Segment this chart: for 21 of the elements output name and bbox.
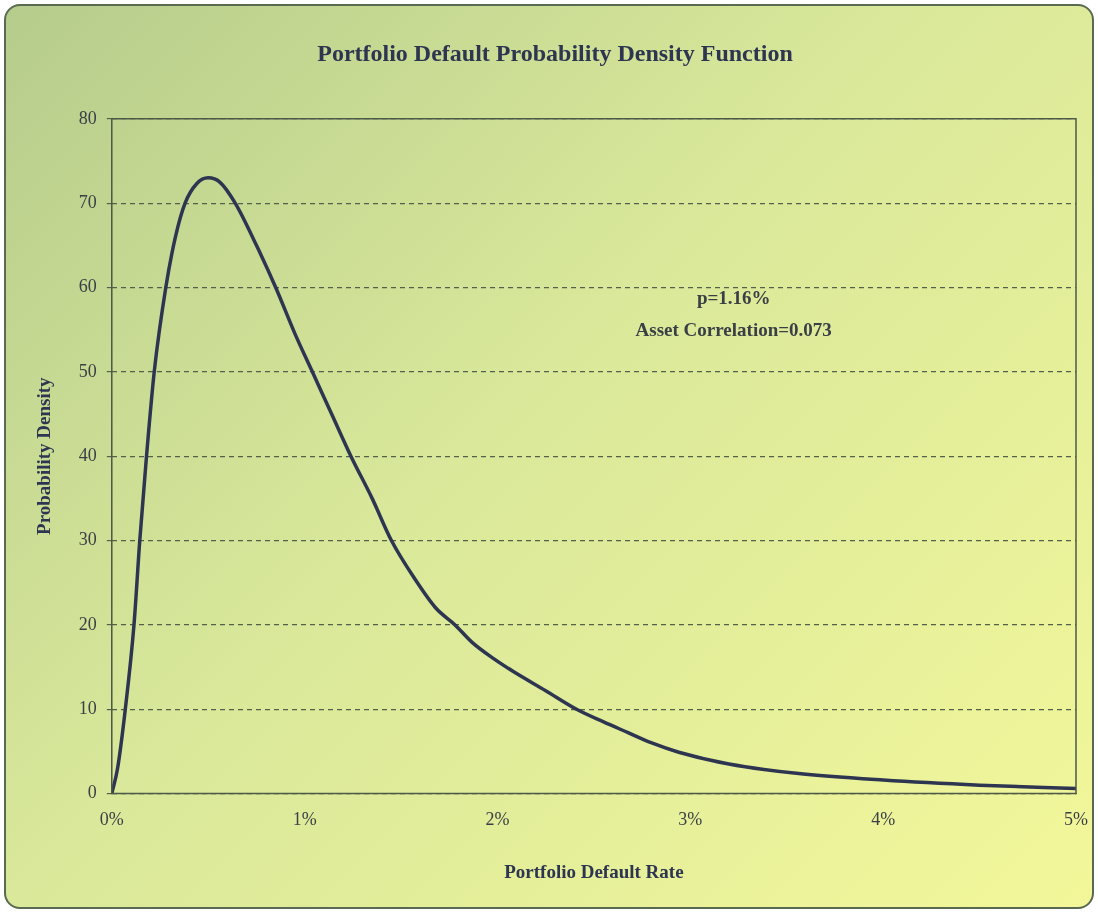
y-tick-label: 40 (78, 444, 97, 465)
y-tick-label: 50 (78, 360, 97, 381)
x-tick-label: 0% (99, 809, 124, 830)
annotation: Asset Correlation=0.073 (635, 319, 832, 341)
line-series (111, 176, 1076, 794)
x-tick-label: 5% (1064, 809, 1088, 830)
annotation: p=1.16% (696, 287, 771, 309)
x-tick-label: 2% (485, 809, 510, 830)
y-tick-label: 80 (78, 107, 97, 128)
y-tick-label: 60 (78, 276, 97, 297)
chart-title: Portfolio Default Probability Density Function (317, 39, 793, 66)
x-tick-label: 4% (871, 809, 896, 830)
x-axis-title: Portfolio Default Rate (504, 860, 684, 882)
y-tick-label: 70 (78, 191, 97, 212)
y-tick-label: 0 (87, 782, 97, 803)
y-axis-title: Probability Density (33, 376, 55, 535)
y-tick-label: 10 (78, 697, 97, 718)
x-tick-label: 1% (292, 809, 317, 830)
x-tick-label: 3% (678, 809, 703, 830)
y-tick-label: 20 (78, 613, 97, 634)
y-tick-label: 30 (78, 529, 97, 550)
